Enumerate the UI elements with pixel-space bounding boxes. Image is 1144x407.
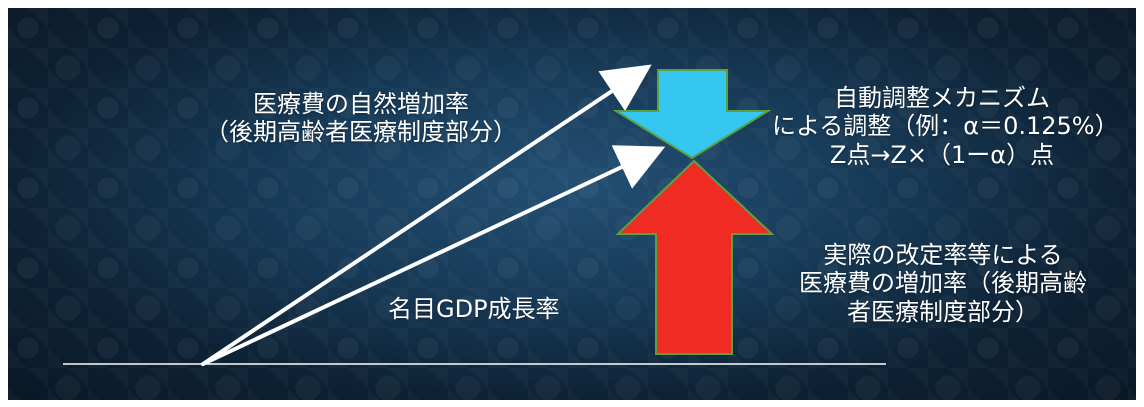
natural-growth-label: 医療費の自然増加率 （後期高齢者医療制度部分）: [192, 90, 530, 147]
growth-rate-diagram: [63, 64, 886, 366]
actual-increase-label: 実際の改定率等による 医療費の増加率（後期高齢 者医療制度部分）: [788, 241, 1098, 326]
nominal-gdp-label: 名目GDP成長率: [388, 295, 560, 323]
automatic-adjustment-label: 自動調整メカニズム による調整（例：α＝0.125%） Z点→Z×（1ーα）点: [772, 84, 1119, 169]
diagram-panel: 医療費の自然増加率 （後期高齢者医療制度部分） 名目GDP成長率 自動調整メカニ…: [8, 8, 1136, 400]
gdp-growth-arrow: [201, 145, 666, 366]
actual-growth-up-arrow: [615, 159, 775, 355]
actual-increase-label-line2: 医療費の増加率（後期高齢: [799, 269, 1087, 298]
automatic-adjustment-label-line2: による調整（例：α＝0.125%）: [772, 112, 1119, 141]
natural-growth-label-line1: 医療費の自然増加率: [253, 90, 469, 118]
automatic-adjustment-label-line1: 自動調整メカニズム: [834, 84, 1050, 112]
actual-increase-label-line1: 実際の改定率等による: [823, 241, 1063, 269]
natural-growth-arrow: [201, 64, 652, 366]
adjustment-down-arrow: [612, 69, 772, 160]
actual-increase-label-line3: 者医療制度部分）: [847, 297, 1039, 326]
natural-growth-label-line2: （後期高齢者医療制度部分）: [205, 118, 517, 147]
automatic-adjustment-label-line3: Z点→Z×（1ーα）点: [829, 140, 1055, 169]
